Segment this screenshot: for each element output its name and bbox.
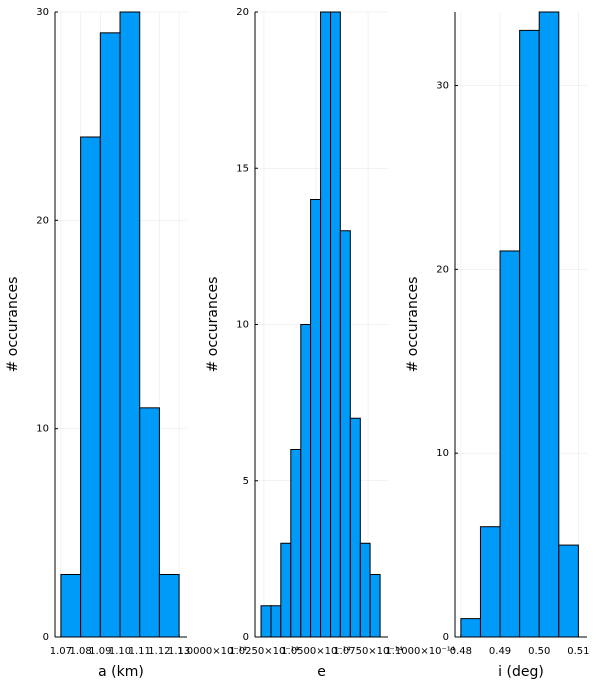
- x-tick-label: 0.51: [567, 646, 589, 657]
- bar: [139, 407, 160, 638]
- bar: [479, 526, 501, 638]
- y-tick-label: 20: [36, 215, 49, 226]
- bar: [558, 544, 579, 638]
- bar: [119, 11, 141, 638]
- x-tick-label: 1.1000×10⁻¹⁴: [385, 646, 454, 657]
- bar: [359, 542, 371, 638]
- x-tick-label: 0.50: [528, 646, 550, 657]
- y-tick-label: 5: [243, 476, 249, 487]
- y-tick-label: 10: [436, 448, 449, 459]
- bar: [290, 449, 302, 638]
- y-tick-label: 30: [36, 7, 49, 18]
- bar: [260, 605, 272, 638]
- x-tick-label: 0.48: [450, 646, 472, 657]
- bar: [300, 324, 312, 638]
- bar: [310, 199, 322, 638]
- x-tick-label: 1.0500×10⁻¹⁴: [281, 646, 350, 657]
- bar: [460, 618, 481, 638]
- bar: [158, 574, 180, 638]
- x-axis-label: i (deg): [498, 664, 544, 680]
- x-tick-label: 1.11: [129, 646, 151, 657]
- x-tick-label: 1.13: [168, 646, 190, 657]
- y-tick-label: 0: [243, 632, 249, 643]
- x-tick-label: 1.12: [148, 646, 170, 657]
- y-tick-label: 10: [236, 320, 249, 331]
- y-tick-label: 0: [43, 632, 49, 643]
- x-tick-label: 1.09: [89, 646, 111, 657]
- y-tick-label: 15: [236, 163, 249, 174]
- bar: [60, 574, 82, 638]
- x-tick-label: 1.10: [109, 646, 131, 657]
- bar: [499, 250, 521, 638]
- x-tick-label: 0.49: [489, 646, 511, 657]
- y-axis-label: # occurances: [405, 277, 421, 373]
- bar: [280, 542, 292, 638]
- bar: [320, 11, 332, 638]
- bar: [349, 417, 361, 638]
- x-tick-label: 1.08: [69, 646, 91, 657]
- x-tick-label: 1.0000×10⁻¹⁴: [177, 646, 246, 657]
- x-tick-label: 1.07: [50, 646, 72, 657]
- y-tick-label: 30: [436, 81, 449, 92]
- bar: [99, 32, 121, 638]
- bar: [80, 136, 101, 638]
- bar: [339, 230, 351, 638]
- bar: [369, 574, 381, 638]
- bar: [270, 605, 282, 638]
- y-tick-label: 10: [36, 424, 49, 435]
- bar: [538, 11, 560, 638]
- y-tick-label: 20: [236, 7, 249, 18]
- y-tick-label: 0: [443, 632, 449, 643]
- x-axis-label: e: [317, 664, 326, 680]
- x-tick-label: 1.0250×10⁻¹⁴: [229, 646, 298, 657]
- y-axis-label: # occurances: [5, 277, 21, 373]
- y-tick-label: 20: [436, 264, 449, 275]
- x-axis-label: a (km): [98, 664, 144, 680]
- bar: [519, 29, 540, 638]
- y-axis-label: # occurances: [205, 277, 221, 373]
- bar: [330, 11, 341, 638]
- x-tick-label: 1.0750×10⁻¹⁴: [333, 646, 402, 657]
